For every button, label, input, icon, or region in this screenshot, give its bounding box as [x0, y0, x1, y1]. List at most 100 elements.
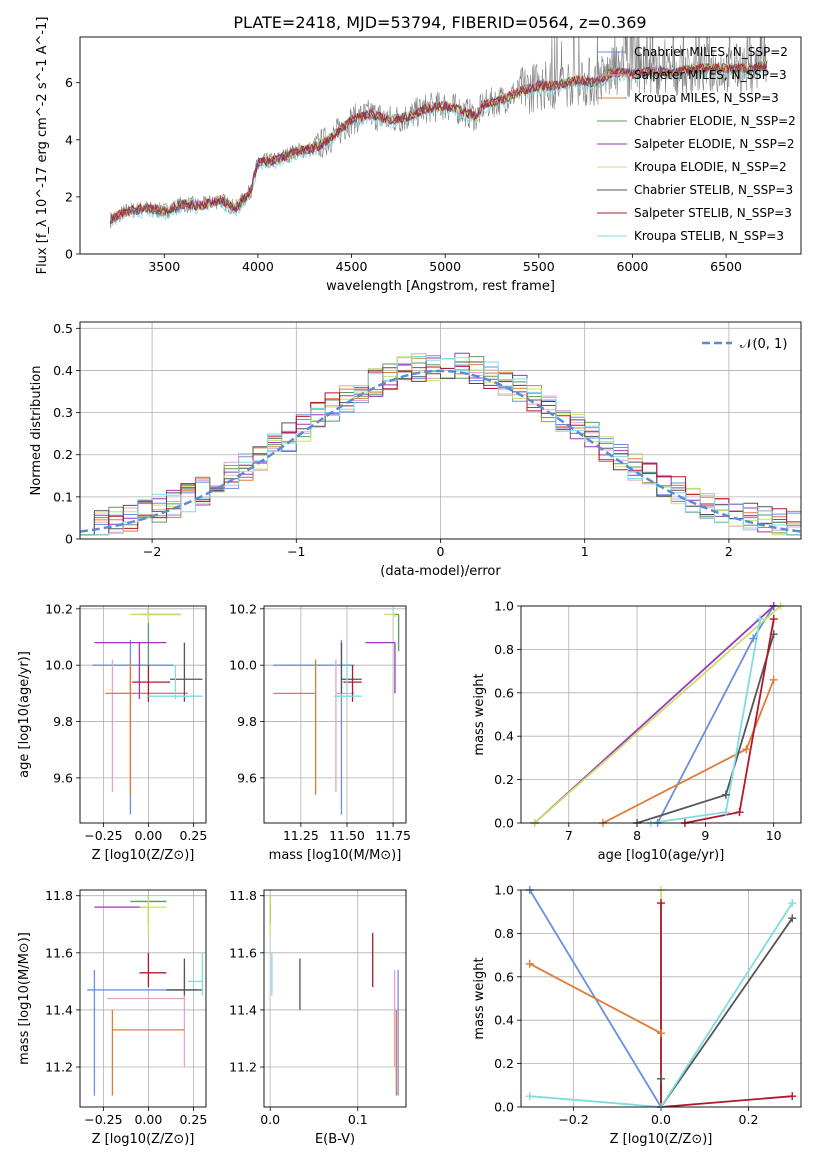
legend-label: Kroupa ELODIE, N_SSP=2 — [634, 160, 787, 174]
y-tick-label: 0 — [65, 247, 73, 262]
weight-marker-chab_stelib — [769, 630, 778, 639]
weight-marker-krou_stelib — [788, 899, 797, 908]
weight-line-krou_elodie — [534, 606, 782, 823]
panel-mass_vs_Z: −0.25 0.00 0.25 11.2 11.4 11.6 11.8 Z [log10(Z/… — [17, 888, 207, 1147]
x-tick-label: 11.25 — [283, 828, 319, 843]
weight-marker-krou_stelib — [721, 808, 730, 817]
weight-marker-salp_stelib — [735, 808, 744, 817]
x-axis-label: mass [log10(M/M⊙)] — [269, 848, 402, 863]
y-tick-label: 10.0 — [45, 658, 73, 673]
weight-marker-chab_miles — [749, 634, 758, 643]
x-tick-label: 5500 — [523, 259, 555, 274]
legend-label: Chabrier MILES, N_SSP=2 — [634, 45, 788, 59]
legend-label: Salpeter ELODIE, N_SSP=2 — [634, 137, 795, 151]
y-tick-label: 0.0 — [494, 1100, 514, 1115]
y-axis-label: age [log10(age/yr)] — [17, 651, 32, 778]
y-tick-label: 9.8 — [237, 714, 257, 729]
x-tick-label: 2 — [725, 544, 733, 559]
y-tick-label: 4 — [65, 132, 73, 147]
y-tick-label: 11.4 — [45, 1002, 73, 1017]
x-tick-label: −0.25 — [84, 828, 122, 843]
plot-area-spectrum — [109, 37, 768, 229]
y-tick-label: 10.2 — [229, 601, 257, 616]
panel-spectrum: 3500 4000 4500 5000 5500 6000 6500 0 2 4 6 waveleng… — [35, 17, 802, 294]
y-tick-label: 0.0 — [494, 816, 514, 831]
x-tick-label: −0.2 — [558, 1112, 588, 1127]
y-tick-label: 0.4 — [494, 1013, 514, 1028]
x-tick-label: 0.25 — [179, 1112, 207, 1127]
histogram-chab_stelib — [80, 361, 801, 536]
y-tick-label: 0 — [65, 532, 73, 547]
y-tick-label: 0.4 — [494, 729, 514, 744]
axes-frame — [79, 36, 802, 255]
weight-marker-salp_stelib — [769, 615, 778, 624]
axes-frame — [263, 605, 407, 824]
x-tick-label: 1 — [581, 544, 589, 559]
y-axis-label: mass weight — [472, 957, 487, 1039]
y-tick-label: 0.2 — [494, 772, 514, 787]
legend-label: 𝒩(0, 1) — [740, 337, 787, 352]
weight-marker-krou_stelib — [756, 615, 765, 624]
legend-label: Chabrier STELIB, N_SSP=3 — [634, 183, 793, 197]
x-axis-label: wavelength [Angstrom, rest frame] — [326, 279, 555, 294]
histogram-krou_elodie — [80, 356, 801, 536]
x-tick-label: 0.0 — [260, 1112, 280, 1127]
x-tick-label: 11.75 — [375, 828, 411, 843]
x-tick-label: 3500 — [148, 259, 180, 274]
y-tick-label: 11.8 — [45, 888, 73, 903]
weight-line-chab_stelib — [660, 917, 794, 1107]
panel-weight_vs_Z: −0.2 0.0 0.2 0.0 0.2 0.4 0.6 0.8 1.0 Z [log10(Z/Z… — [472, 883, 802, 1147]
x-tick-label: 0.2 — [739, 1112, 759, 1127]
x-tick-label: 0.25 — [179, 828, 207, 843]
histogram-krou_stelib — [80, 356, 801, 536]
y-axis-label: mass weight — [472, 673, 487, 755]
weight-marker-krou_miles — [525, 959, 534, 968]
x-axis-label: (data-model)/error — [380, 564, 501, 579]
weight-marker-krou_stelib — [525, 1092, 534, 1101]
y-tick-label: 0.2 — [53, 447, 73, 462]
axes-frame — [79, 321, 802, 540]
plot-area-age_vs_mass — [264, 606, 406, 823]
normal-distribution-curve — [80, 369, 801, 533]
plot-area-weight_vs_age — [521, 606, 801, 823]
y-tick-label: 0.2 — [494, 1056, 514, 1071]
legend-label: Kroupa STELIB, N_SSP=3 — [634, 229, 784, 243]
panel-age_vs_Z: −0.25 0.00 0.25 9.6 9.8 10.0 10.2 Z [log10(Z/Z⊙… — [17, 601, 207, 863]
y-tick-label: 10.0 — [229, 658, 257, 673]
y-tick-label: 9.8 — [53, 714, 73, 729]
weight-marker-krou_miles — [742, 745, 751, 754]
weight-marker-salp_stelib — [657, 899, 665, 908]
weight-marker-chab_stelib — [788, 914, 797, 923]
y-tick-label: 0.8 — [494, 926, 514, 941]
x-tick-label: 6500 — [710, 259, 742, 274]
x-axis-label: Z [log10(Z/Z⊙)] — [92, 1132, 195, 1147]
panel-weight_vs_age: 7 8 9 10 0.0 0.2 0.4 0.6 0.8 1.0 age [log10(age/yr… — [472, 599, 802, 863]
weight-line-salp_stelib — [660, 903, 793, 1107]
x-tick-label: 11.50 — [329, 828, 365, 843]
legend-label: Kroupa MILES, N_SSP=3 — [634, 91, 779, 105]
y-tick-label: 11.6 — [45, 945, 73, 960]
y-axis-label: Flux [f_λ 10^-17 erg cm^-2 s^-1 A^-1] — [35, 17, 50, 275]
legend-label: Chabrier ELODIE, N_SSP=2 — [634, 114, 796, 128]
panel-age_vs_mass: 11.25 11.50 11.75 9.6 9.8 10.0 10.2 mass [log10… — [229, 601, 411, 863]
x-axis-label: Z [log10(Z/Z⊙)] — [92, 848, 195, 863]
x-tick-label: 4500 — [336, 259, 368, 274]
weight-marker-krou_miles — [769, 675, 778, 684]
axes-frame — [79, 605, 207, 824]
panel-mass_vs_ebv: 0.0 0.1 11.2 11.4 11.6 11.8 E(B-V) — [229, 888, 407, 1147]
y-tick-label: 2 — [65, 189, 73, 204]
spectrum-legend: Chabrier MILES, N_SSP=2 Salpeter MILES, N… — [597, 45, 796, 243]
plot-area-residuals — [80, 322, 801, 539]
x-tick-label: 0.0 — [651, 1112, 671, 1127]
figure-title: PLATE=2418, MJD=53794, FIBERID=0564, z=0… — [233, 13, 646, 32]
x-tick-label: −0.25 — [84, 1112, 122, 1127]
model-spectrum-salp_stelib — [109, 61, 767, 225]
y-tick-label: 11.2 — [229, 1060, 257, 1075]
weight-line-krou_miles — [529, 963, 662, 1034]
x-tick-label: 7 — [565, 828, 573, 843]
y-tick-label: 10.2 — [45, 601, 73, 616]
y-tick-label: 9.6 — [53, 770, 73, 785]
axes-frame — [263, 889, 407, 1108]
y-tick-label: 1.0 — [494, 599, 514, 614]
